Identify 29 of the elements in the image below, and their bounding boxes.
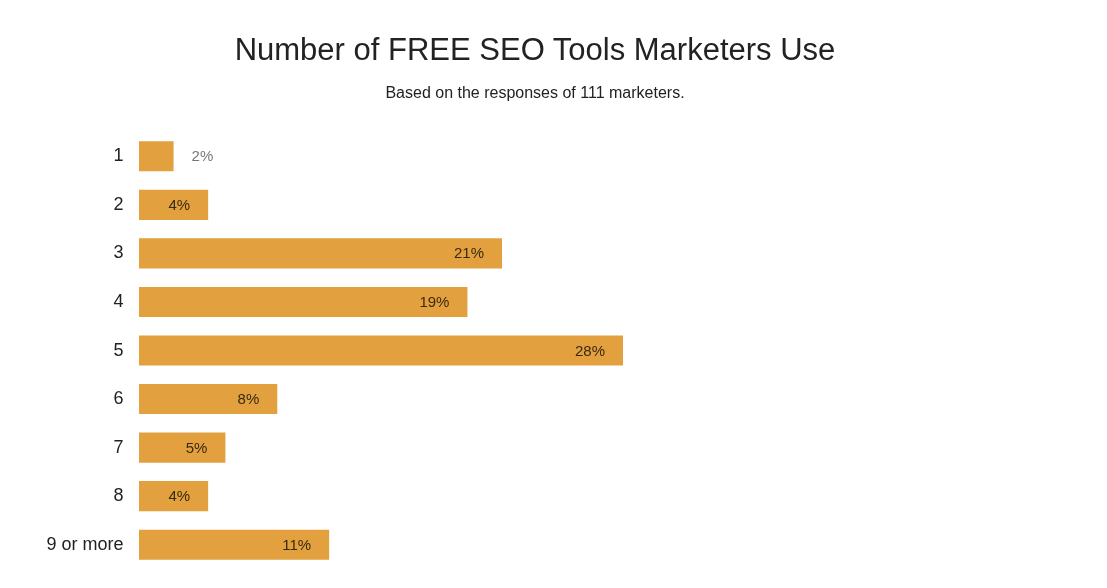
- bar: [139, 238, 502, 269]
- y-tick-label: 4: [113, 290, 124, 311]
- bar: [139, 529, 330, 560]
- data-label: 28%: [574, 341, 605, 359]
- y-tick-label: 5: [113, 339, 124, 360]
- bar: [139, 141, 174, 172]
- data-label: 21%: [453, 244, 484, 262]
- y-tick-label: 6: [113, 388, 124, 409]
- y-tick-label: 9 or more: [46, 533, 124, 554]
- y-tick-label: 7: [113, 436, 124, 457]
- chart-title: Number of FREE SEO Tools Marketers Use: [234, 32, 836, 67]
- y-tick-label: 1: [113, 145, 124, 166]
- data-label: 5%: [185, 438, 208, 456]
- y-tick-label: 3: [113, 242, 124, 263]
- data-label: 8%: [237, 390, 260, 408]
- data-label: 11%: [282, 535, 312, 553]
- data-label: 4%: [168, 195, 191, 213]
- bar: [139, 384, 278, 415]
- bar: [139, 481, 209, 512]
- bar: [139, 286, 468, 317]
- bar: [139, 189, 209, 220]
- y-tick-label: 8: [113, 485, 124, 506]
- bar: [139, 432, 226, 463]
- bar: [139, 335, 623, 366]
- chart-subtitle: Based on the responses of 111 marketers.: [385, 84, 685, 101]
- data-label: 19%: [419, 292, 450, 310]
- data-label: 2%: [191, 147, 214, 165]
- data-label: 4%: [168, 487, 191, 505]
- y-tick-label: 2: [113, 193, 124, 214]
